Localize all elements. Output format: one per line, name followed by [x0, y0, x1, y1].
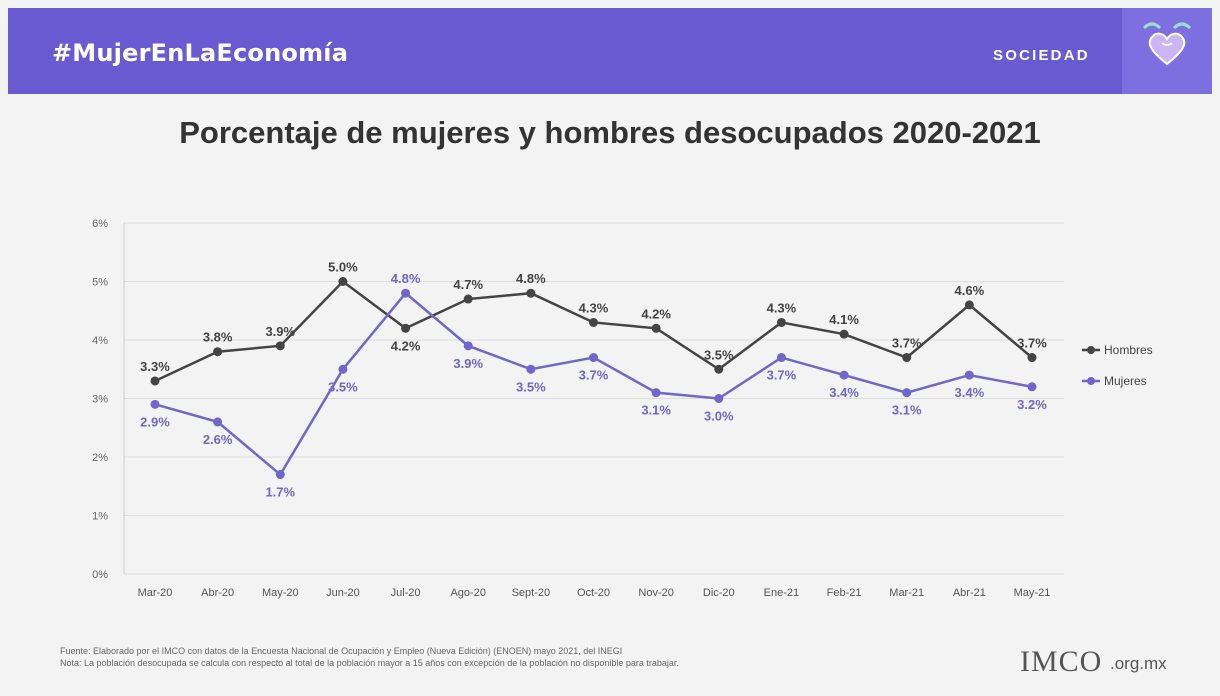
- data-point: [338, 277, 348, 286]
- data-label: 4.8%: [516, 271, 546, 286]
- data-label: 3.5%: [328, 379, 358, 394]
- data-label: 4.7%: [453, 277, 483, 292]
- x-tick-label: Jul-20: [391, 587, 421, 599]
- data-point: [463, 294, 473, 304]
- x-tick-label: Abr-21: [953, 587, 986, 599]
- data-label: 3.9%: [265, 324, 295, 339]
- data-label: 4.3%: [767, 300, 797, 315]
- data-label: 3.7%: [892, 336, 922, 351]
- legend-label: Mujeres: [1104, 374, 1147, 388]
- x-tick-label: Dic-20: [703, 587, 735, 599]
- data-label: 3.2%: [1017, 397, 1047, 412]
- data-point: [714, 394, 724, 403]
- data-point: [589, 353, 598, 363]
- data-point: [902, 353, 912, 363]
- x-tick-label: Ene-21: [764, 587, 799, 599]
- data-label: 3.8%: [203, 330, 233, 345]
- data-label: 3.3%: [140, 359, 170, 374]
- y-tick-label: 0%: [92, 569, 108, 581]
- x-tick-label: Sept-20: [512, 587, 551, 599]
- imco-domain: .org.mx: [1110, 654, 1167, 673]
- y-tick-label: 6%: [92, 218, 108, 230]
- imco-logo: IMCO: [1020, 645, 1103, 678]
- data-label: 3.1%: [641, 403, 671, 418]
- data-label: 5.0%: [328, 260, 358, 275]
- header-banner: #MujerEnLaEconomía SOCIEDAD: [8, 8, 1212, 94]
- section-label: SOCIEDAD: [993, 47, 1090, 64]
- data-label: 3.0%: [704, 409, 734, 424]
- y-tick-label: 5%: [92, 277, 108, 289]
- data-point: [213, 417, 223, 427]
- data-point: [401, 288, 411, 298]
- x-tick-label: Jun-20: [326, 587, 360, 599]
- data-point: [839, 329, 849, 339]
- data-label: 2.9%: [140, 414, 170, 429]
- x-tick-label: Nov-20: [638, 587, 673, 599]
- data-label: 4.8%: [391, 271, 421, 286]
- data-label: 3.5%: [516, 379, 546, 394]
- data-point: [338, 364, 348, 374]
- data-point: [651, 323, 661, 333]
- data-label: 3.4%: [955, 385, 985, 400]
- data-point: [275, 470, 285, 480]
- data-point: [964, 370, 974, 380]
- x-tick-label: Mar-21: [889, 587, 924, 599]
- data-point: [589, 317, 598, 327]
- y-tick-label: 1%: [92, 511, 108, 523]
- legend-label: Hombres: [1104, 343, 1153, 357]
- data-point: [964, 300, 974, 310]
- legend-marker: [1087, 346, 1095, 354]
- legend-marker: [1087, 377, 1095, 385]
- x-tick-label: May-21: [1014, 587, 1051, 599]
- x-tick-label: Oct-20: [577, 587, 610, 599]
- y-tick-label: 4%: [92, 335, 108, 347]
- data-point: [1027, 353, 1037, 363]
- data-point: [1027, 382, 1037, 392]
- y-tick-label: 3%: [92, 394, 108, 406]
- data-label: 3.7%: [579, 368, 609, 383]
- x-tick-label: May-20: [262, 587, 299, 599]
- data-label: 3.5%: [704, 347, 734, 362]
- hashtag-title: #MujerEnLaEconomía: [52, 39, 349, 67]
- data-label: 4.1%: [829, 312, 859, 327]
- data-point: [526, 288, 536, 298]
- data-point: [150, 399, 160, 409]
- chart-title: Porcentaje de mujeres y hombres desocupa…: [179, 115, 1041, 150]
- data-point: [150, 376, 160, 386]
- x-tick-label: Feb-21: [827, 587, 862, 599]
- data-point: [839, 370, 849, 380]
- data-label: 4.2%: [641, 306, 671, 321]
- x-tick-label: Abr-20: [201, 587, 234, 599]
- x-tick-label: Mar-20: [138, 587, 173, 599]
- method-note: Nota: La población desocupada se calcula…: [60, 658, 679, 668]
- x-tick-label: Ago-20: [450, 587, 485, 599]
- data-point: [526, 364, 536, 374]
- data-point: [902, 388, 912, 398]
- data-point: [776, 317, 786, 327]
- heart-icon: [1142, 22, 1192, 66]
- data-point: [401, 323, 411, 333]
- data-label: 2.6%: [203, 432, 233, 447]
- line-chart: 0% 1% 2% 3% 4% 5% 6% Mar-20 Abr-20 May-20 Jun-20 Ju…: [92, 218, 1153, 599]
- data-label: 3.7%: [1017, 336, 1047, 351]
- data-point: [275, 341, 285, 351]
- data-point: [651, 388, 661, 398]
- data-label: 4.3%: [579, 300, 609, 315]
- data-label: 4.2%: [391, 338, 421, 353]
- data-label: 1.7%: [265, 485, 295, 500]
- source-note: Fuente: Elaborado por el IMCO con datos …: [60, 646, 623, 656]
- heart-logo-badge: [1122, 8, 1212, 94]
- data-label: 3.7%: [767, 368, 797, 383]
- data-point: [463, 341, 473, 351]
- data-label: 4.6%: [955, 283, 985, 298]
- data-point: [714, 364, 724, 374]
- data-point: [213, 347, 223, 357]
- data-label: 3.4%: [829, 385, 859, 400]
- data-label: 3.9%: [453, 356, 483, 371]
- data-label: 3.1%: [892, 403, 922, 418]
- y-tick-label: 2%: [92, 452, 108, 464]
- data-point: [776, 353, 786, 363]
